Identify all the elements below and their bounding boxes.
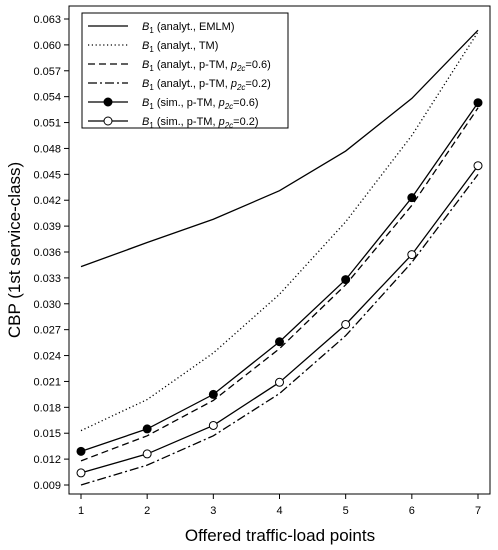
legend-param-subscript: 2c: [236, 64, 245, 73]
y-tick-label: 0.030: [33, 299, 61, 311]
y-axis-title: CBP (1st service-class): [5, 162, 24, 338]
legend-param: p: [218, 97, 225, 109]
series-line-1: [80, 29, 479, 268]
legend-param: p: [230, 78, 237, 90]
legend-marker-5: [103, 97, 113, 107]
legend-label-6: B1 (sim., p-TM, p2c=0.2): [142, 116, 259, 130]
legend-param-subscript: 2c: [236, 83, 245, 92]
series-6-point: [341, 319, 351, 329]
legend-subscript: 1: [149, 121, 154, 130]
y-tick-label: 0.036: [33, 247, 61, 259]
series-line-3: [80, 107, 479, 462]
legend-symbol: B: [142, 59, 149, 71]
series-5-point: [208, 389, 218, 399]
legend-text-part: =0.6): [245, 59, 270, 71]
series-line-2: [80, 31, 479, 432]
y-tick-label: 0.012: [33, 454, 61, 466]
y-tick-label: 0.024: [33, 351, 61, 363]
legend-text-part: =0.2): [233, 116, 258, 128]
y-tick-label: 0.060: [33, 40, 61, 52]
x-tick-label: 2: [144, 505, 150, 517]
legend-symbol: B: [142, 116, 149, 128]
legend-label-4: B1 (analyt., p-TM, p2c=0.2): [142, 78, 271, 92]
y-tick-label: 0.015: [33, 428, 61, 440]
legend-text-part: (analyt., TM): [154, 40, 219, 52]
series-5-point: [76, 446, 86, 456]
legend-label-2: B1 (analyt., TM): [142, 40, 218, 54]
y-tick-label: 0.051: [33, 118, 61, 130]
series-6-point: [76, 468, 86, 478]
legend-subscript: 1: [149, 45, 154, 54]
x-tick-label: 7: [475, 505, 481, 517]
series-6-point: [208, 420, 218, 430]
series-5-point: [275, 337, 284, 347]
y-tick-label: 0.009: [33, 480, 61, 492]
legend-marker-6: [103, 116, 113, 126]
series-5-point: [473, 98, 483, 108]
legend-param: p: [230, 59, 237, 71]
y-tick-label: 0.018: [33, 402, 61, 414]
y-tick-label: 0.057: [33, 66, 61, 78]
series-markers: [76, 98, 483, 478]
legend-symbol: B: [142, 40, 149, 52]
y-tick-label: 0.021: [33, 376, 61, 388]
legend-text-part: =0.2): [245, 78, 270, 90]
y-tick-label: 0.048: [33, 143, 61, 155]
legend-text-part: =0.6): [233, 97, 258, 109]
x-tick-label: 1: [78, 505, 84, 517]
series-6-point: [473, 161, 483, 171]
series-5-point: [341, 275, 351, 285]
legend: B1 (analyt., EMLM)B1 (analyt., TM)B1 (an…: [81, 12, 289, 130]
legend-text-part: (analyt., p-TM,: [154, 78, 231, 90]
legend-label-3: B1 (analyt., p-TM, p2c=0.6): [142, 59, 271, 73]
series-6-point: [407, 250, 417, 260]
legend-subscript: 1: [149, 102, 154, 111]
series-6-point: [275, 377, 284, 387]
x-tick-label: 5: [343, 505, 349, 517]
legend-text-part: (analyt., p-TM,: [154, 59, 231, 71]
y-tick-label: 0.045: [33, 169, 61, 181]
legend-symbol: B: [142, 21, 149, 33]
legend-text-part: (sim., p-TM,: [154, 97, 219, 109]
x-tick-label: 3: [210, 505, 216, 517]
legend-param-subscript: 2c: [224, 121, 233, 130]
legend-text-part: (analyt., EMLM): [154, 21, 235, 33]
legend-subscript: 1: [149, 83, 154, 92]
legend-subscript: 1: [149, 64, 154, 73]
y-tick-label: 0.027: [33, 325, 61, 337]
series-5-point: [407, 193, 417, 203]
y-tick-label: 0.039: [33, 221, 61, 233]
legend-param: p: [218, 116, 225, 128]
legend-label-5: B1 (sim., p-TM, p2c=0.6): [142, 97, 259, 111]
axis-ticks: 0.009 0.012 0.015 0.018 0.021 0.024 0.027 0.030…: [33, 14, 481, 517]
y-tick-label: 0.033: [33, 273, 61, 285]
y-tick-label: 0.042: [33, 195, 61, 207]
legend-label-1: B1 (analyt., EMLM): [142, 21, 234, 35]
x-axis-title: Offered traffic-load points: [185, 526, 375, 545]
legend-text-part: (sim., p-TM,: [154, 116, 219, 128]
series-line-4: [80, 173, 479, 486]
legend-symbol: B: [142, 78, 149, 90]
y-tick-label: 0.063: [33, 14, 61, 26]
x-tick-label: 4: [276, 505, 282, 517]
y-tick-label: 0.054: [33, 92, 61, 104]
x-tick-label: 6: [409, 505, 415, 517]
legend-param-subscript: 2c: [224, 102, 233, 111]
series-6-point: [142, 449, 152, 459]
legend-box: [81, 12, 289, 129]
legend-symbol: B: [142, 97, 149, 109]
series-5-point: [142, 424, 152, 434]
legend-subscript: 1: [149, 26, 154, 35]
